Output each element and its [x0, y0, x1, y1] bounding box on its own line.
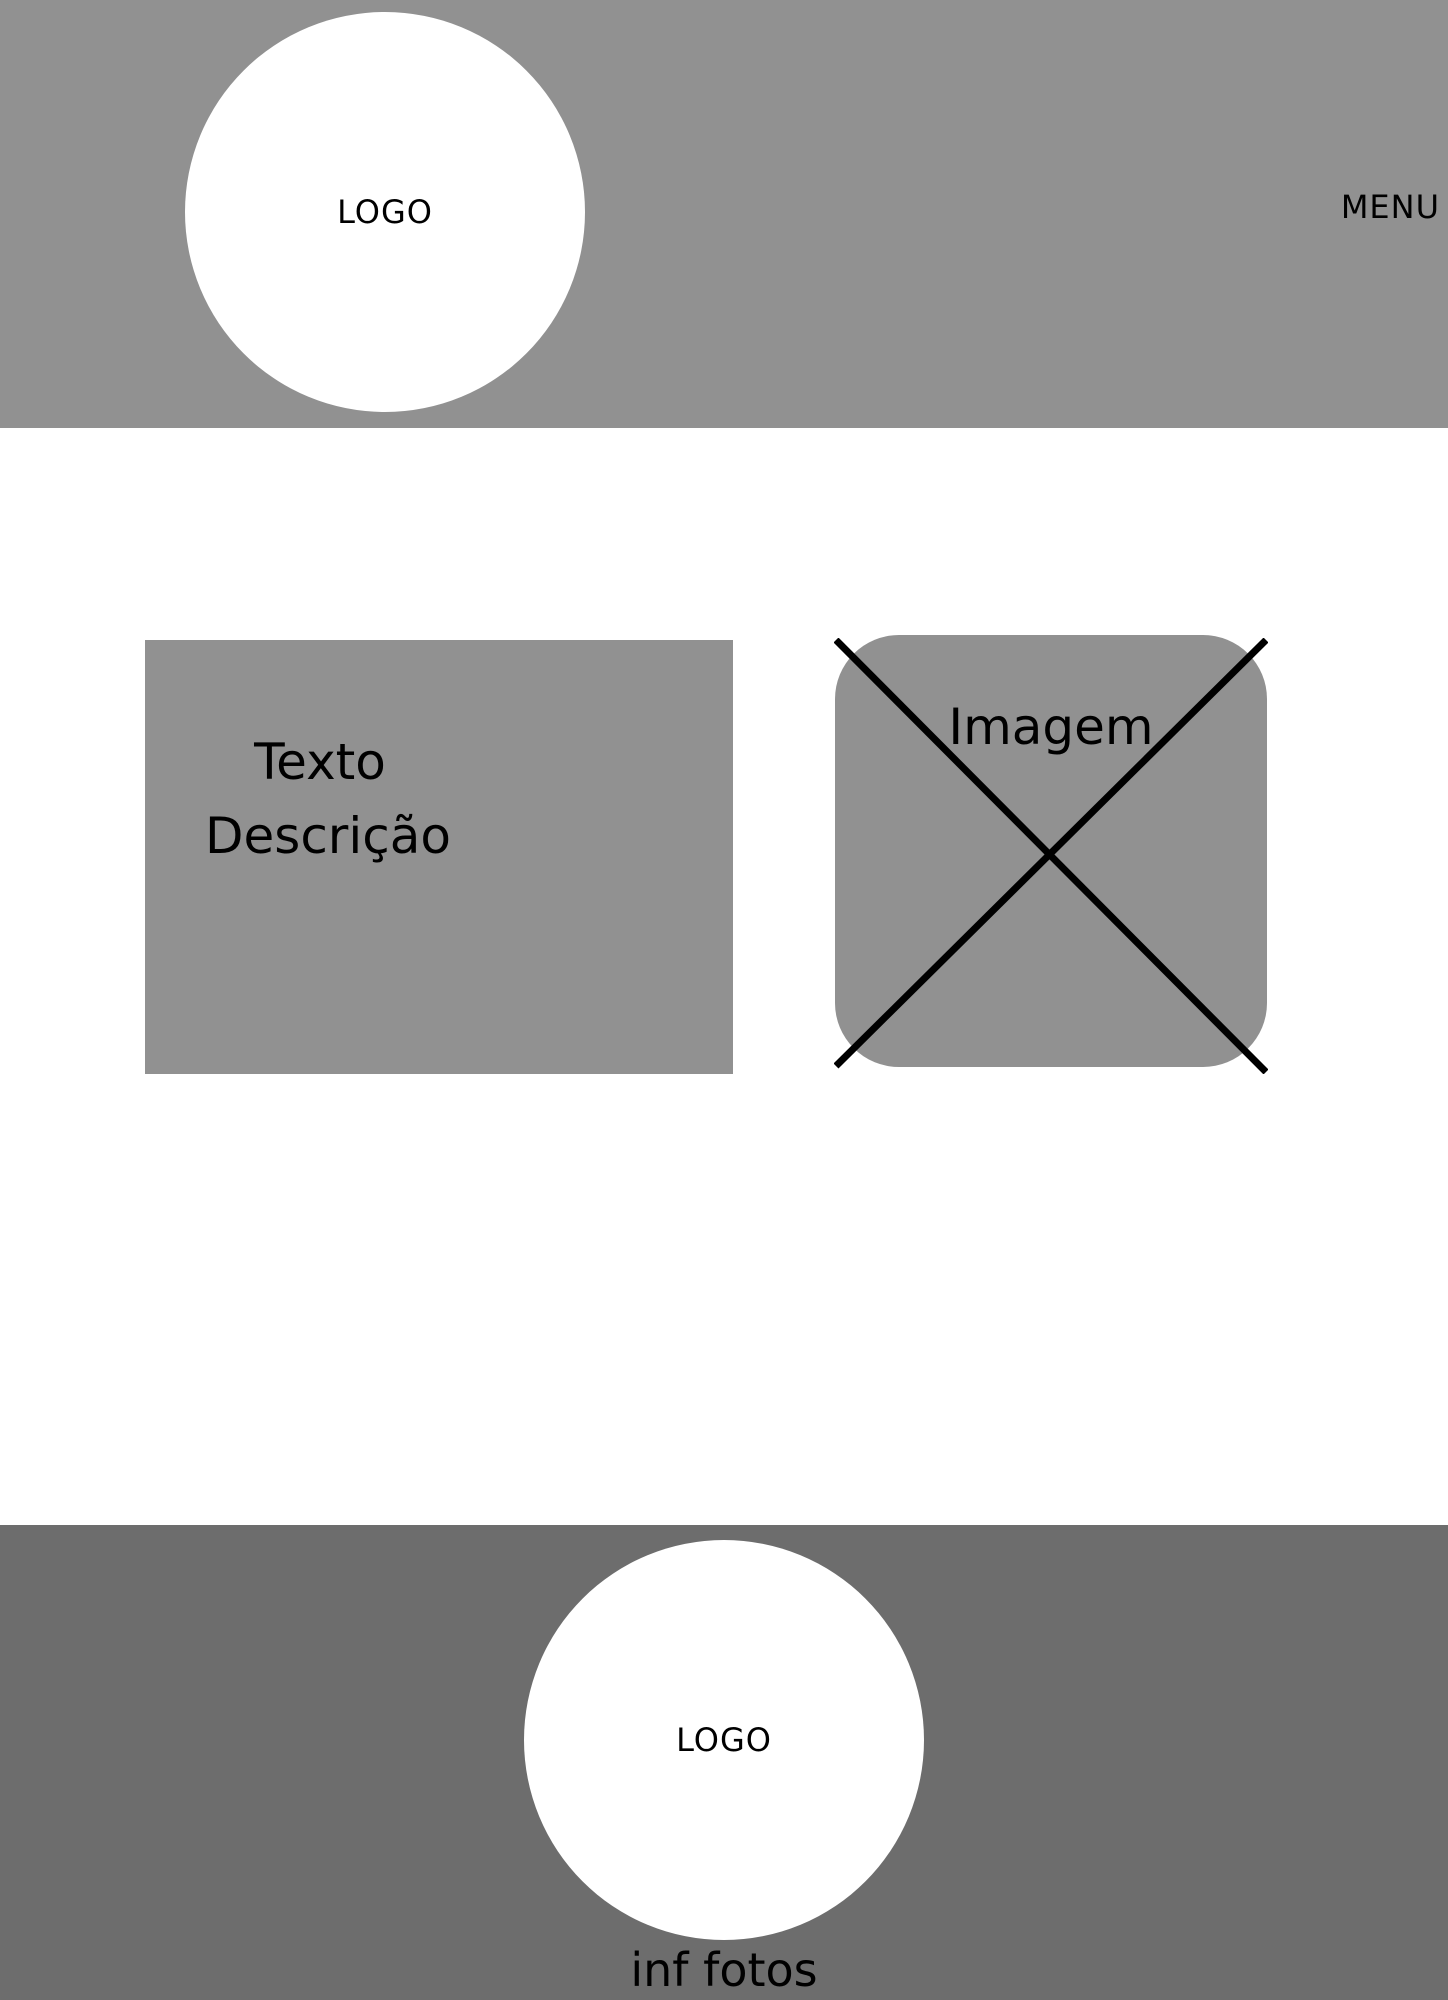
footer: LOGO inf fotos	[0, 1525, 1448, 2000]
footer-logo[interactable]: LOGO	[524, 1540, 924, 1940]
header-logo[interactable]: LOGO	[185, 12, 585, 412]
image-placeholder-cross-icon	[834, 638, 1268, 1074]
header-logo-label: LOGO	[337, 193, 433, 231]
menu-button[interactable]: MENU	[1340, 188, 1440, 226]
image-placeholder-label: Imagem	[948, 698, 1154, 756]
header: LOGO MENU	[0, 0, 1448, 428]
text-description-label: Texto Descrição	[205, 733, 451, 865]
footer-caption: inf fotos	[630, 1943, 818, 1997]
cross-line-up	[834, 638, 1268, 1069]
footer-logo-label: LOGO	[676, 1721, 772, 1759]
text-description-box: Texto Descrição	[145, 640, 733, 1074]
